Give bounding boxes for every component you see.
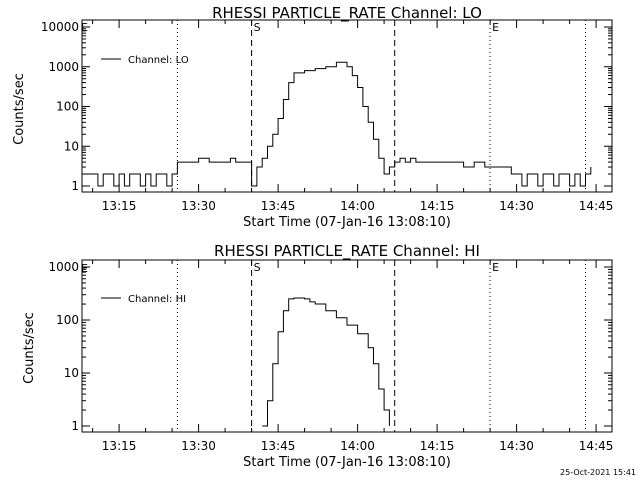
chart-hi-legend: Channel: HI: [101, 294, 186, 305]
chart-hi-frame: [81, 259, 613, 433]
x-tick-label: 14:45: [579, 199, 614, 213]
x-tick-label: 14:15: [420, 199, 455, 213]
y-tick-label: 100: [56, 100, 79, 114]
chart-lo-ylabel: Counts/sec: [12, 73, 27, 145]
x-tick-label: 13:30: [181, 439, 216, 453]
chart-hi-title: RHESSI PARTICLE_RATE Channel: HI: [214, 242, 480, 261]
chart-hi-xlabel: Start Time (07-Jan-16 13:08:10): [243, 455, 451, 470]
series-line: [82, 61, 592, 187]
x-tick-label: 13:15: [102, 199, 137, 213]
y-tick-label: 1: [71, 419, 79, 433]
chart-lo-xlabel: Start Time (07-Jan-16 13:08:10): [243, 215, 451, 230]
chart-hi-plot: 1 10 100 1000 13:15 13:30 13:45 14:00 14:15 14:30…: [48, 259, 614, 453]
marker-label: E: [492, 261, 499, 274]
x-tick-label: 14:45: [579, 439, 614, 453]
x-tick-label: 14:30: [499, 199, 534, 213]
y-tick-label: 10: [64, 366, 79, 380]
y-tick-label: 100: [56, 313, 79, 327]
chart-lo-legend-label: Channel: LO: [128, 55, 189, 66]
chart-lo: RHESSI PARTICLE_RATE Channel: LO 1101001…: [12, 4, 613, 230]
chart-lo-plot: 1 10 100 1000 10000 13:15 13:30 13:45 14:00 14:15…: [41, 19, 614, 213]
x-tick-label: 13:45: [261, 439, 296, 453]
x-tick-label: 14:00: [340, 439, 375, 453]
chart-hi: RHESSI PARTICLE_RATE Channel: HI 1101001…: [22, 242, 613, 470]
x-tick-label: 13:30: [181, 199, 216, 213]
footer-timestamp: 25-Oct-2021 15:41: [560, 468, 636, 477]
y-tick-label: 1000: [48, 260, 79, 274]
y-tick-label: 1: [71, 179, 79, 193]
chart-hi-ylabel: Counts/sec: [22, 312, 37, 384]
chart-lo-legend: Channel: LO: [101, 55, 189, 66]
chart-lo-title: RHESSI PARTICLE_RATE Channel: LO: [212, 4, 482, 23]
y-tick-label: 1000: [48, 60, 79, 74]
x-tick-label: 13:15: [102, 439, 137, 453]
marker-label: E: [492, 21, 499, 34]
chart-hi-corner-label: E: [81, 262, 88, 275]
chart-lo-corner-label: E: [81, 21, 88, 34]
marker-label: S: [254, 261, 261, 274]
marker-label: S: [254, 21, 261, 34]
x-tick-label: 14:15: [420, 439, 455, 453]
chart-hi-legend-label: Channel: HI: [128, 294, 186, 305]
y-tick-label: 10000: [41, 20, 79, 34]
x-tick-label: 14:30: [499, 439, 534, 453]
series-line: [262, 297, 390, 427]
x-tick-label: 13:45: [261, 199, 296, 213]
x-tick-label: 14:00: [340, 199, 375, 213]
y-tick-label: 10: [64, 139, 79, 153]
